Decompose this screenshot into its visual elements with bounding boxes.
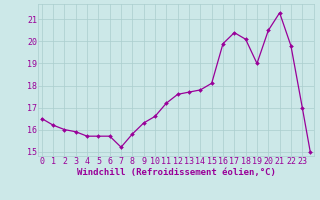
X-axis label: Windchill (Refroidissement éolien,°C): Windchill (Refroidissement éolien,°C) <box>76 168 276 177</box>
